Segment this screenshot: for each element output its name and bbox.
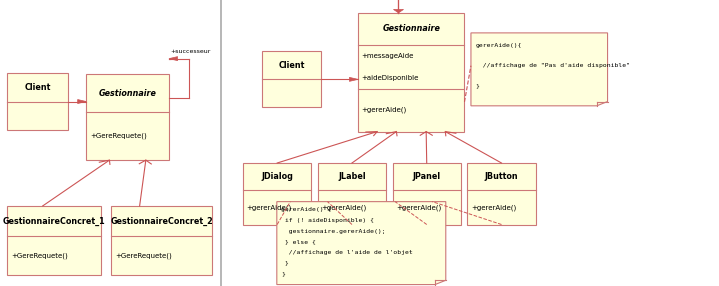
Polygon shape <box>393 9 403 13</box>
Bar <box>318 163 386 225</box>
Text: gererAide() {: gererAide() { <box>281 207 331 212</box>
Text: +gererAide(): +gererAide() <box>471 204 516 210</box>
Text: JButton: JButton <box>485 172 518 181</box>
Polygon shape <box>471 33 608 106</box>
Text: }: } <box>475 83 479 88</box>
Polygon shape <box>78 100 86 104</box>
Text: }: } <box>281 261 289 266</box>
Bar <box>243 163 311 225</box>
Text: Gestionnaire: Gestionnaire <box>383 24 440 33</box>
Text: JDialog: JDialog <box>261 172 293 181</box>
Polygon shape <box>349 77 358 81</box>
Text: JPanel: JPanel <box>413 172 441 181</box>
Polygon shape <box>169 57 178 61</box>
Text: Client: Client <box>24 83 51 92</box>
Text: +GereRequete(): +GereRequete() <box>11 252 68 259</box>
Text: +messageAide: +messageAide <box>362 53 414 59</box>
Text: gererAide(){: gererAide(){ <box>475 43 522 48</box>
Text: JLabel: JLabel <box>338 172 366 181</box>
Text: +gererAide(): +gererAide() <box>362 107 407 114</box>
Bar <box>7 73 68 130</box>
Text: //affichage de "Pas d'aide disponible": //affichage de "Pas d'aide disponible" <box>475 63 631 68</box>
Text: gestionnaire.gererAide();: gestionnaire.gererAide(); <box>281 229 386 234</box>
Text: GestionnaireConcret_1: GestionnaireConcret_1 <box>3 217 105 226</box>
Text: Client: Client <box>279 61 305 70</box>
Text: +gererAide(): +gererAide() <box>321 204 367 210</box>
Text: Gestionnaire: Gestionnaire <box>99 89 157 98</box>
Bar <box>262 51 321 107</box>
Bar <box>86 74 169 160</box>
Text: //affichage de l'aide de l'objet: //affichage de l'aide de l'objet <box>281 250 413 255</box>
Polygon shape <box>277 202 446 285</box>
Bar <box>393 163 461 225</box>
Text: }: } <box>281 271 285 276</box>
Bar <box>7 206 101 275</box>
Text: +GereRequete(): +GereRequete() <box>115 252 172 259</box>
Text: +successeur: +successeur <box>170 49 211 54</box>
Bar <box>467 163 536 225</box>
Text: +GereRequete(): +GereRequete() <box>90 133 147 139</box>
Text: +gererAide(): +gererAide() <box>247 204 292 210</box>
Text: GestionnaireConcret_2: GestionnaireConcret_2 <box>111 217 213 226</box>
Text: +aideDisponible: +aideDisponible <box>362 75 419 81</box>
Text: +gererAide(): +gererAide() <box>396 204 441 210</box>
Bar <box>358 13 464 132</box>
Bar <box>111 206 212 275</box>
Text: } else {: } else { <box>281 239 316 244</box>
Text: if (! aideDisponible) {: if (! aideDisponible) { <box>281 218 374 223</box>
